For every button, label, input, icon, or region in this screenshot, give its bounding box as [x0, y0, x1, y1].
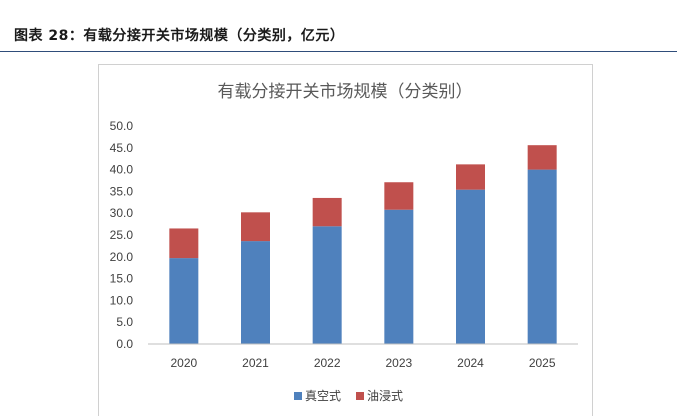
legend-label-oil: 油浸式 — [367, 389, 403, 403]
bar-vacuum-2024 — [456, 189, 485, 344]
legend-swatch-oil — [356, 392, 364, 400]
x-tick-label: 2023 — [385, 356, 412, 370]
x-tick-label: 2025 — [529, 356, 556, 370]
y-tick-label: 5.0 — [116, 315, 133, 329]
x-tick-label: 2024 — [457, 356, 484, 370]
legend-swatch-vacuum — [294, 392, 302, 400]
x-tick-label: 2021 — [242, 356, 269, 370]
x-tick-label: 2020 — [170, 356, 197, 370]
y-tick-label: 20.0 — [110, 250, 134, 264]
y-tick-label: 45.0 — [110, 141, 134, 155]
bar-vacuum-2021 — [241, 241, 270, 344]
y-tick-label: 10.0 — [110, 293, 134, 307]
bar-oil-2023 — [384, 182, 414, 210]
y-tick-label: 15.0 — [110, 272, 134, 286]
bar-vacuum-2022 — [312, 226, 342, 344]
y-tick-label: 30.0 — [110, 206, 134, 220]
caption-divider — [0, 51, 677, 52]
legend-label-vacuum: 真空式 — [305, 389, 341, 403]
bar-oil-2025 — [527, 145, 557, 170]
bar-vacuum-2023 — [384, 209, 414, 344]
y-tick-label: 50.0 — [110, 119, 134, 133]
bar-vacuum-2025 — [527, 169, 557, 344]
bar-oil-2024 — [456, 164, 485, 190]
x-tick-label: 2022 — [314, 356, 341, 370]
bar-oil-2022 — [312, 197, 342, 227]
chart-title: 有载分接开关市场规模（分类别） — [218, 82, 473, 102]
y-tick-label: 0.0 — [116, 337, 133, 351]
y-axis: 0.0 5.0 10.0 15.0 20.0 25.0 30.0 35.0 40.0 45.0 50… — [110, 119, 134, 351]
bars — [169, 145, 557, 344]
y-tick-label: 35.0 — [110, 184, 134, 198]
legend: 真空式 油浸式 — [294, 389, 403, 403]
y-tick-label: 25.0 — [110, 228, 134, 242]
x-axis: 2020 2021 2022 2023 2024 2025 — [170, 356, 555, 370]
y-tick-label: 40.0 — [110, 163, 134, 177]
bar-vacuum-2020 — [169, 258, 199, 344]
figure-caption: 图表 28：有载分接开关市场规模（分类别，亿元） — [14, 28, 345, 44]
bar-oil-2021 — [241, 212, 270, 242]
bar-oil-2020 — [169, 228, 199, 259]
